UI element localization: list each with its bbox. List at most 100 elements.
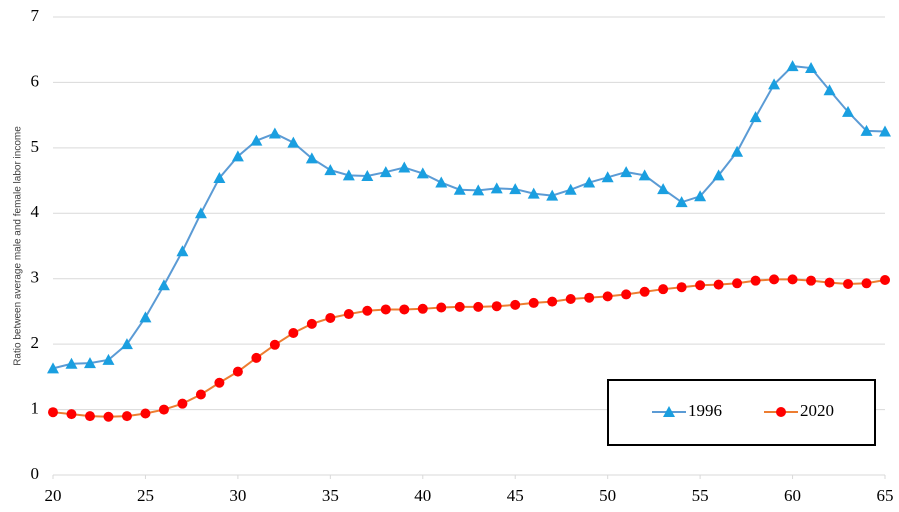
marker xyxy=(732,278,743,289)
marker xyxy=(343,309,354,320)
marker xyxy=(380,304,391,315)
marker xyxy=(879,125,891,137)
marker xyxy=(584,292,595,303)
marker xyxy=(490,182,503,194)
x-tick-label: 25 xyxy=(137,486,154,505)
legend: 1996 2020 xyxy=(607,379,876,446)
marker xyxy=(213,171,226,183)
y-axis-label: Ratio between average male and female la… xyxy=(13,126,24,366)
marker xyxy=(861,278,872,289)
marker xyxy=(195,389,206,400)
marker xyxy=(306,318,317,329)
y-tick-label: 2 xyxy=(31,333,40,352)
legend-box xyxy=(607,379,876,446)
marker xyxy=(675,196,688,208)
x-tick-label: 20 xyxy=(45,486,62,505)
y-tick-label: 0 xyxy=(31,464,40,483)
marker xyxy=(47,362,59,374)
marker xyxy=(66,409,77,420)
series-line xyxy=(52,65,886,370)
marker xyxy=(658,284,669,295)
marker xyxy=(251,352,262,363)
marker xyxy=(157,279,170,291)
marker xyxy=(750,275,761,286)
marker xyxy=(65,357,78,369)
y-tick-label: 6 xyxy=(31,71,40,90)
marker xyxy=(786,60,799,72)
marker xyxy=(731,145,744,157)
marker xyxy=(473,301,484,312)
marker xyxy=(776,407,786,417)
marker xyxy=(250,134,263,146)
marker xyxy=(528,297,539,308)
marker xyxy=(601,171,614,183)
marker xyxy=(416,167,429,179)
marker xyxy=(398,161,411,173)
marker xyxy=(342,169,355,181)
marker xyxy=(305,152,318,164)
legend-label: 2020 xyxy=(800,401,834,420)
marker xyxy=(324,164,337,176)
marker xyxy=(620,166,633,178)
marker xyxy=(694,190,707,202)
marker xyxy=(232,366,243,377)
x-tick-label: 45 xyxy=(507,486,524,505)
legend-label: 1996 xyxy=(688,401,722,420)
x-tick-label: 40 xyxy=(414,486,431,505)
marker xyxy=(712,169,725,181)
marker xyxy=(806,275,817,286)
marker xyxy=(663,406,675,417)
marker xyxy=(860,124,873,136)
marker xyxy=(657,183,670,195)
x-tick-label: 60 xyxy=(784,486,801,505)
marker xyxy=(176,245,189,257)
marker xyxy=(177,398,188,409)
y-tick-label: 3 xyxy=(31,268,40,287)
marker xyxy=(564,183,577,195)
marker xyxy=(695,280,706,291)
marker xyxy=(436,302,447,313)
marker xyxy=(361,169,374,181)
marker xyxy=(509,183,522,195)
marker xyxy=(379,166,392,178)
x-tick-label: 35 xyxy=(322,486,339,505)
y-tick-label: 7 xyxy=(31,6,40,25)
marker xyxy=(639,286,650,297)
marker xyxy=(102,353,115,365)
marker xyxy=(268,127,281,139)
marker xyxy=(547,296,558,307)
marker xyxy=(84,411,95,422)
marker xyxy=(768,78,781,90)
marker xyxy=(121,411,132,422)
marker xyxy=(842,105,855,117)
marker xyxy=(362,305,373,316)
marker xyxy=(231,150,244,162)
y-tick-label: 4 xyxy=(31,202,40,221)
y-tick-label: 5 xyxy=(31,137,40,156)
marker xyxy=(472,184,485,196)
marker xyxy=(194,207,207,219)
marker xyxy=(399,304,410,315)
marker xyxy=(602,291,613,302)
marker xyxy=(638,169,651,181)
x-tick-label: 50 xyxy=(599,486,616,505)
marker xyxy=(120,338,133,350)
marker xyxy=(435,176,448,188)
marker xyxy=(843,278,854,289)
marker xyxy=(749,111,762,123)
marker xyxy=(527,187,540,199)
marker xyxy=(214,377,225,388)
x-tick-label: 65 xyxy=(877,486,894,505)
marker xyxy=(676,282,687,293)
marker xyxy=(713,279,724,290)
marker xyxy=(325,312,336,323)
marker xyxy=(453,183,466,195)
marker xyxy=(158,404,169,415)
marker xyxy=(565,293,576,304)
x-tick-label: 55 xyxy=(692,486,709,505)
marker xyxy=(269,339,280,350)
marker xyxy=(103,411,114,422)
marker xyxy=(140,408,151,419)
